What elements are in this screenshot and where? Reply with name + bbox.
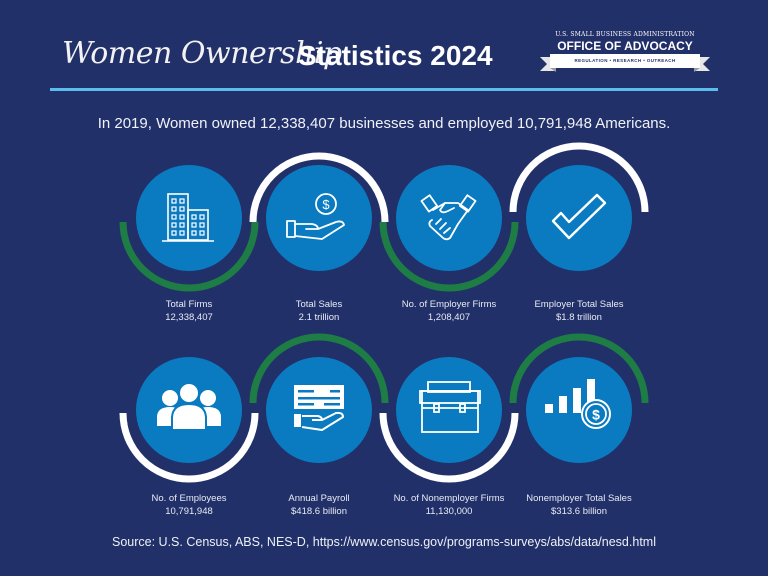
logo-ribbon-text: REGULATION • RESEARCH • OUTREACH: [574, 58, 676, 63]
arc-green-bottom: [119, 221, 259, 292]
check-in-hand-icon: [294, 385, 344, 431]
title-script: Women Ownership: [62, 36, 342, 71]
arc-white-top: [249, 152, 389, 223]
sba-advocacy-logo: U.S. SMALL BUSINESS ADMINISTRATION OFFIC…: [540, 31, 710, 81]
stat-label: Total Firms: [165, 299, 213, 310]
stat-label: Annual Payroll: [288, 493, 350, 504]
stat-employer-firms: No. of Employer Firms 1,208,407: [379, 298, 519, 324]
svg-text:$: $: [592, 407, 600, 423]
stat-value: $1.8 trillion: [556, 312, 602, 323]
arc-green-bottom: [379, 221, 519, 292]
logo-agency: U.S. SMALL BUSINESS ADMINISTRATION: [555, 31, 695, 38]
arc-white-top: [509, 142, 649, 213]
stat-value: 11,130,000: [425, 506, 473, 517]
arc-white-bottom: [379, 412, 519, 483]
briefcase-icon: [419, 381, 481, 433]
logo-office: OFFICE OF ADVOCACY: [557, 39, 693, 53]
stat-total-firms: Total Firms 12,338,407: [119, 298, 259, 324]
source-citation: Source: U.S. Census, ABS, NES-D, https:/…: [112, 535, 656, 549]
intro-text: In 2019, Women owned 12,338,407 business…: [97, 115, 671, 132]
arc-green-top: [509, 333, 649, 404]
title-divider: [50, 88, 718, 91]
stat-label: No. of Employees: [151, 493, 227, 504]
stat-annual-payroll: Annual Payroll $418.6 billion: [249, 492, 389, 518]
stat-nonemployer-total-sales: Nonemployer Total Sales $313.6 billion: [504, 492, 654, 518]
stat-value: $313.6 billion: [551, 506, 607, 517]
stat-label: No. of Employer Firms: [401, 299, 497, 310]
stat-value: 12,338,407: [165, 312, 213, 323]
title-bold: Statistics 2024: [298, 40, 493, 71]
stat-label: Nonemployer Total Sales: [526, 493, 632, 504]
stat-employer-total-sales: Employer Total Sales $1.8 trillion: [509, 298, 649, 324]
stat-value: 1,208,407: [427, 312, 471, 323]
handshake-icon: [420, 194, 477, 241]
buildings-icon: [162, 193, 214, 242]
stat-label: No. of Nonemployer Firms: [393, 493, 505, 504]
stat-nonemployer-firms: No. of Nonemployer Firms 11,130,000: [374, 492, 524, 518]
arc-white-bottom: [119, 412, 259, 483]
svg-text:$: $: [322, 197, 330, 212]
stat-value: 10,791,948: [165, 506, 213, 517]
stat-employees: No. of Employees 10,791,948: [119, 492, 259, 518]
stat-value: $418.6 billion: [291, 506, 347, 517]
stat-label: Total Sales: [295, 299, 343, 310]
arc-green-top: [249, 333, 389, 404]
ribbon-icon: [540, 54, 710, 72]
stat-label: Employer Total Sales: [534, 299, 624, 310]
people-icon: [157, 382, 221, 431]
stat-value: 2.1 trillion: [298, 312, 340, 323]
hand-coin-icon: $: [286, 193, 345, 240]
bar-chart-coin-icon: $: [545, 379, 611, 429]
checkmark-icon: [551, 193, 607, 240]
stat-total-sales: Total Sales 2.1 trillion: [249, 298, 389, 324]
